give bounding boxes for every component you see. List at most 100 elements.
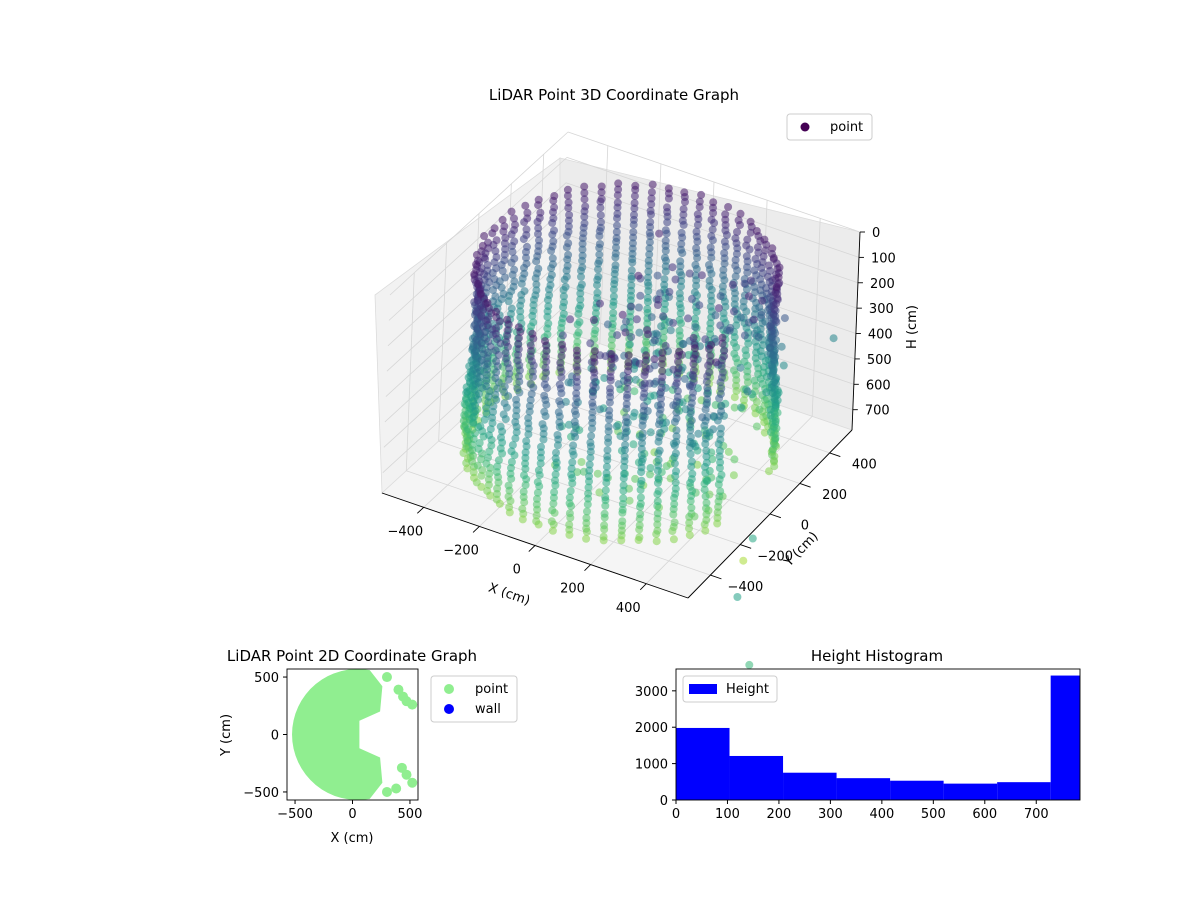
- scan-point-3d: [583, 507, 591, 516]
- scan-point-3d: [522, 437, 531, 446]
- scan-point-3d: [644, 256, 653, 265]
- scan-point-3d: [739, 396, 748, 405]
- scan-point-3d: [672, 414, 681, 423]
- scan-point-3d: [698, 413, 707, 422]
- x-tick-label-2d: −500: [277, 807, 313, 822]
- scan-point-3d: [724, 203, 733, 211]
- scan-point-3d: [706, 302, 715, 311]
- scan-point-3d: [755, 303, 764, 312]
- scan-point-3d: [571, 400, 580, 409]
- scan-point-3d: [671, 449, 680, 458]
- scan-point-3d: [499, 410, 508, 419]
- scan-point-3d: [480, 415, 489, 424]
- scan-point-3d: [692, 227, 701, 236]
- scan-point-3d: [661, 341, 670, 350]
- histogram-x-tick-label: 200: [767, 807, 792, 822]
- scatter-point: [407, 699, 418, 710]
- scan-point-3d: [653, 497, 662, 506]
- scan-point-3d: [474, 378, 483, 387]
- scan-point-3d: [711, 358, 720, 367]
- scatter-point: [391, 783, 402, 794]
- scan-point-3d: [672, 467, 680, 476]
- scan-point-3d: [736, 313, 745, 322]
- scan-point-3d: [602, 462, 611, 471]
- scan-point-3d: [593, 469, 602, 478]
- scan-point-3d: [606, 367, 615, 376]
- scan-point-3d: [619, 494, 628, 503]
- scan-point-3d: [603, 446, 612, 455]
- scan-point-3d: [555, 418, 564, 427]
- scan-point-3d: [715, 452, 724, 461]
- scan-point-3d: [564, 250, 573, 259]
- scan-point-3d: [760, 428, 769, 437]
- y-tick-mark-3d: [829, 452, 841, 457]
- scan-point-3d: [548, 254, 557, 263]
- scan-point-3d: [740, 279, 749, 288]
- scan-point-3d: [503, 332, 512, 340]
- scan-point-3d: [749, 315, 758, 324]
- point-cloud-3d: [459, 179, 838, 669]
- scan-point-3d: [482, 404, 491, 413]
- scan-point-3d: [485, 431, 494, 440]
- scan-point-3d: [541, 374, 550, 383]
- scan-point-3d: [731, 272, 740, 281]
- histogram-y-tick-label: 1000: [635, 758, 668, 773]
- scan-point-3d: [484, 337, 493, 346]
- scan-point-3d: [718, 339, 727, 348]
- scan-point-3d: [627, 333, 636, 341]
- scan-point-3d: [486, 425, 495, 434]
- scan-point-3d: [716, 487, 725, 496]
- x-tick-label-3d: 0: [513, 563, 521, 578]
- scatter-point-area: [292, 669, 383, 800]
- scatter-point: [401, 769, 412, 780]
- scan-point-3d: [498, 267, 507, 275]
- scan-point-3d: [678, 216, 687, 225]
- scan-point-3d: [669, 535, 678, 544]
- scan-point-3d: [661, 226, 670, 235]
- scan-point-3d: [691, 350, 700, 359]
- scan-point-3d: [693, 220, 702, 229]
- scan-point-3d: [612, 228, 621, 236]
- grid-side-y: [405, 272, 415, 471]
- scan-point-3d: [569, 441, 578, 450]
- scan-point-3d: [739, 556, 748, 565]
- scan-point-3d: [607, 341, 616, 350]
- scan-point-3d: [524, 430, 533, 439]
- scan-point-3d: [689, 377, 698, 386]
- scan-point-3d: [468, 457, 477, 466]
- scan-point-3d: [543, 330, 552, 339]
- scan-point-3d: [600, 374, 609, 382]
- scan-point-3d: [521, 201, 530, 210]
- scan-point-3d: [613, 191, 622, 200]
- scan-point-3d: [604, 422, 613, 431]
- height-histogram: Height Histogram 0 100 200 300 400 500 600 7000…: [635, 647, 1081, 822]
- scan-point-3d: [717, 424, 725, 433]
- scan-point-3d: [535, 236, 543, 245]
- scan-point-3d: [528, 367, 537, 376]
- scan-point-3d: [584, 489, 593, 498]
- scan-point-3d: [623, 384, 632, 393]
- scan-point-3d: [550, 192, 559, 200]
- histogram-frame: [675, 668, 1081, 801]
- scan-point-3d: [646, 428, 655, 437]
- scan-point-3d: [733, 593, 742, 601]
- scan-point-3d: [570, 428, 579, 437]
- scan-point-3d: [493, 484, 502, 493]
- scan-point-3d: [663, 203, 671, 212]
- scan-point-3d: [675, 326, 684, 335]
- scan-point-3d: [720, 249, 729, 258]
- scan-point-3d: [730, 300, 739, 309]
- histogram-x-tick-label: 500: [921, 807, 946, 822]
- scan-point-3d: [653, 526, 662, 535]
- scan-point-3d: [703, 395, 712, 404]
- scan-point-3d: [601, 352, 610, 361]
- scan-point-3d: [527, 390, 536, 398]
- scan-point-3d: [611, 249, 620, 258]
- scan-point-3d: [739, 303, 748, 311]
- scan-point-3d: [709, 198, 718, 207]
- plot-3d: LiDAR Point 3D Coordinate Graph −400 −200…: [374, 86, 920, 669]
- scan-point-3d: [706, 243, 715, 252]
- scan-point-3d: [660, 300, 669, 308]
- grid-side-z: [388, 157, 568, 321]
- histogram-bar: [836, 778, 891, 800]
